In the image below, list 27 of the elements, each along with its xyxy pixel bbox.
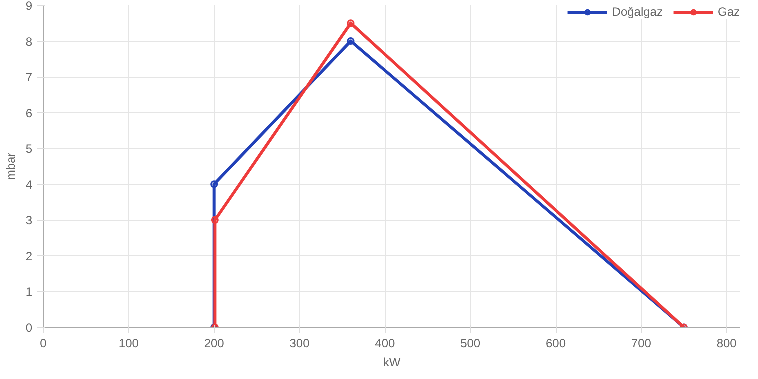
y-tick-label: 8 <box>26 34 33 49</box>
x-tick-label: 800 <box>716 336 738 350</box>
y-tick-label: 4 <box>26 178 33 192</box>
x-tick-label: 0 <box>40 336 48 350</box>
y-tick-label: 0 <box>26 321 33 335</box>
y-axis-title: mbar <box>4 152 18 180</box>
y-tick-label: 1 <box>26 285 33 300</box>
x-tick-label: 300 <box>290 336 310 350</box>
y-tick-label: 2 <box>26 249 33 264</box>
x-tick-label: 500 <box>460 336 481 350</box>
y-tick-label: 5 <box>26 142 33 156</box>
point <box>210 180 218 188</box>
x-tick-label: 400 <box>375 336 396 350</box>
legend-label: Doğalgaz <box>612 5 663 19</box>
point <box>347 20 355 28</box>
y-tick-label: 3 <box>26 214 33 228</box>
x-tick-label: 100 <box>118 336 140 350</box>
y-tick-label: 6 <box>26 106 33 120</box>
x-tick-label: 200 <box>204 336 225 350</box>
point <box>347 38 355 46</box>
legend-label: Gaz <box>718 5 740 19</box>
x-tick-label: 700 <box>631 336 652 350</box>
x-axis-title: kW <box>383 356 402 370</box>
point <box>211 216 219 224</box>
y-tick-label: 9 <box>26 0 33 13</box>
y-tick-label: 7 <box>26 70 33 85</box>
x-tick-label: 600 <box>546 336 566 350</box>
